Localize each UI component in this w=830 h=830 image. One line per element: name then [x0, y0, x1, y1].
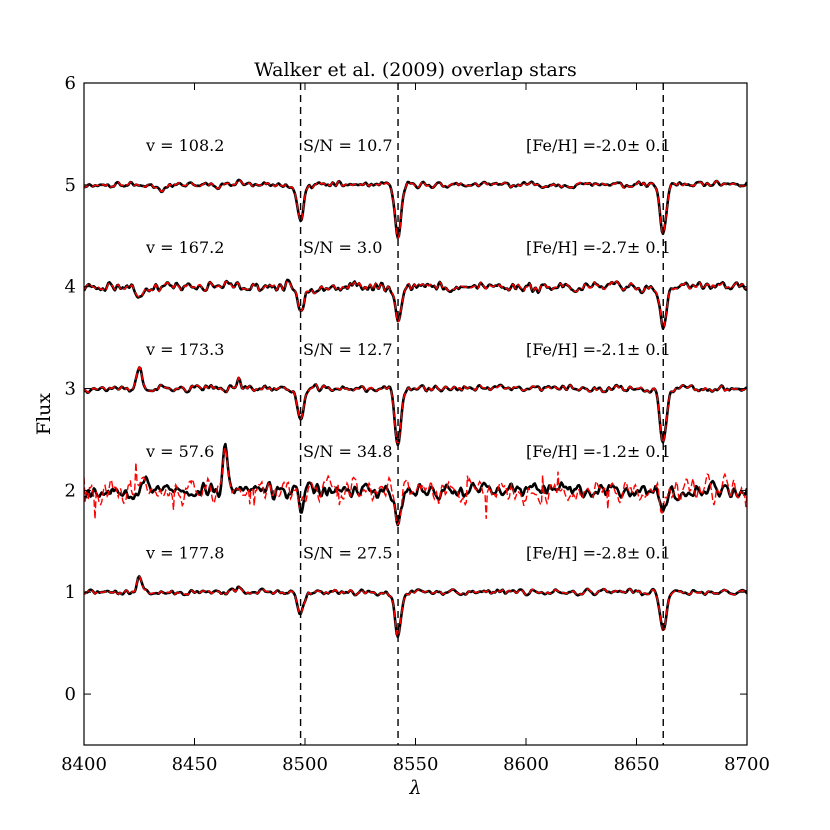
metallicity-label: [Fe/H] =-2.0± 0.1 [526, 136, 671, 155]
velocity-label: v = 57.6 [145, 442, 214, 461]
y-tick-label: 3 [65, 379, 76, 400]
model-spectrum-line [84, 280, 747, 331]
y-tick-label: 1 [65, 582, 76, 603]
x-tick-label: 8400 [61, 754, 107, 775]
y-tick-label: 6 [65, 73, 76, 94]
metallicity-label: [Fe/H] =-2.7± 0.1 [526, 238, 671, 257]
x-tick-label: 8600 [503, 754, 549, 775]
velocity-label: v = 108.2 [145, 136, 224, 155]
y-tick-label: 4 [65, 277, 76, 298]
metallicity-label: [Fe/H] =-2.8± 0.1 [526, 544, 671, 563]
x-tick-label: 8450 [172, 754, 218, 775]
x-tick-label: 8500 [282, 754, 328, 775]
velocity-label: v = 173.3 [145, 340, 224, 359]
observed-spectrum-line [84, 575, 747, 639]
snr-label: S/N = 27.5 [303, 544, 393, 563]
x-tick-label: 8650 [614, 754, 660, 775]
y-tick-label: 2 [65, 480, 76, 501]
y-tick-label: 0 [65, 684, 76, 705]
metallicity-label: [Fe/H] =-1.2± 0.1 [526, 442, 671, 461]
snr-label: S/N = 3.0 [303, 238, 382, 257]
snr-label: S/N = 10.7 [303, 136, 393, 155]
velocity-label: v = 177.8 [145, 544, 224, 563]
snr-label: S/N = 34.8 [303, 442, 393, 461]
model-spectrum-line [84, 445, 747, 526]
observed-spectrum-line [84, 366, 747, 447]
velocity-label: v = 167.2 [145, 238, 224, 257]
chart-title: Walker et al. (2009) overlap stars [254, 59, 576, 81]
y-tick-label: 5 [65, 175, 76, 196]
snr-label: S/N = 12.7 [303, 340, 393, 359]
x-tick-label: 8700 [724, 754, 770, 775]
x-axis-label: λ [408, 777, 421, 799]
x-tick-label: 8550 [393, 754, 439, 775]
model-spectrum-line [84, 179, 747, 241]
annotations: v = 108.2 S/N = 10.7 [Fe/H] =-2.0± 0.1 v = … [145, 136, 671, 562]
model-spectrum-line [84, 365, 747, 447]
observed-spectrum-line [84, 178, 747, 240]
reference-lines [299, 83, 664, 745]
metallicity-label: [Fe/H] =-2.1± 0.1 [526, 340, 671, 359]
model-spectrum-line [84, 574, 747, 639]
y-axis-label: Flux [33, 393, 55, 435]
x-axis: 8400 8450 8500 8550 8600 8650 8700 [61, 83, 770, 775]
y-axis: 0 1 2 3 4 5 6 [65, 73, 747, 705]
plot-frame [83, 82, 748, 746]
curves-layer [84, 178, 747, 639]
